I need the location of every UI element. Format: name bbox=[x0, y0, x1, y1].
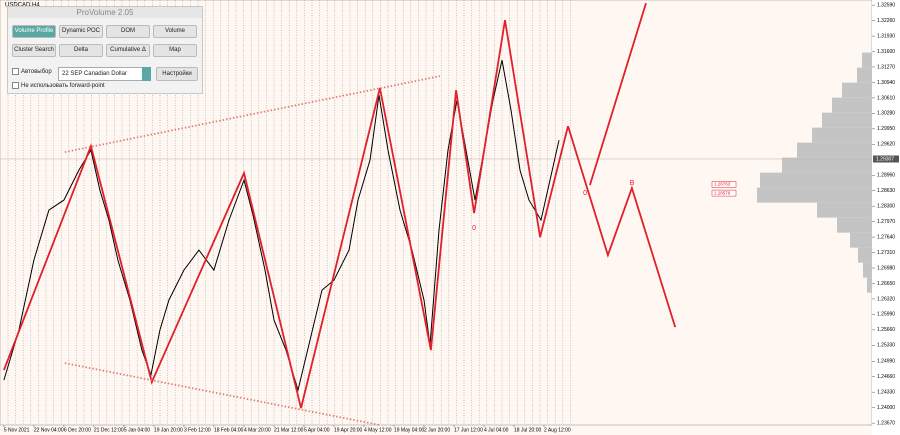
x-tick-label: 21 Mar 12:00 bbox=[274, 427, 304, 433]
volume-bar bbox=[822, 112, 872, 128]
panel-title: ProVolume 2.05 bbox=[8, 7, 202, 18]
x-tick-label: 19 Apr 20:00 bbox=[334, 427, 363, 433]
y-tick-label: 1.24990 bbox=[877, 359, 895, 365]
dropdown-arrow[interactable] bbox=[142, 67, 151, 81]
x-tick-label: 5 Nov 2021 bbox=[4, 427, 30, 433]
price-line bbox=[589, 2, 647, 186]
y-tick-label: 1.27970 bbox=[877, 219, 895, 225]
price-line bbox=[64, 75, 441, 153]
x-tick-label: 21 Dec 12:00 bbox=[94, 427, 124, 433]
level-label: 1.28579 bbox=[714, 190, 731, 195]
x-tick-label: 5 Apr 04:00 bbox=[304, 427, 330, 433]
y-tick-label: 1.26320 bbox=[877, 296, 895, 302]
level-box bbox=[711, 181, 737, 188]
y-tick-label: 1.31270 bbox=[877, 64, 895, 70]
y-tick-label: 1.31600 bbox=[877, 49, 895, 55]
forward-point-label: Не использовать forward-point bbox=[21, 83, 105, 90]
volume-bar bbox=[842, 82, 872, 98]
volume-bar bbox=[757, 187, 872, 203]
x-tick-label: 5 Jan 04:00 bbox=[124, 427, 150, 433]
volume-bar bbox=[797, 142, 872, 158]
current-price-box bbox=[873, 155, 899, 163]
panel-button[interactable]: Cluster Search bbox=[12, 44, 56, 57]
panel-button[interactable]: DOM bbox=[106, 25, 150, 38]
annotation: B bbox=[630, 180, 635, 187]
y-tick-label: 1.25990 bbox=[877, 312, 895, 318]
y-tick-label: 1.24660 bbox=[877, 374, 895, 380]
y-tick-label: 1.30280 bbox=[877, 111, 895, 117]
volume-bar bbox=[858, 247, 872, 263]
x-tick-label: 18 Jul 20:00 bbox=[514, 427, 541, 433]
volume-bar bbox=[832, 97, 872, 113]
y-tick-label: 1.32260 bbox=[877, 18, 895, 24]
volume-bar bbox=[837, 217, 872, 233]
annotation: 0 bbox=[472, 225, 476, 232]
x-tick-label: 17 Jun 12:00 bbox=[454, 427, 483, 433]
panel-button[interactable]: Delta bbox=[59, 44, 103, 57]
auto-select-label: Автовыбор bbox=[21, 69, 52, 76]
x-tick-label: 18 Feb 04:00 bbox=[214, 427, 244, 433]
y-tick-label: 1.24330 bbox=[877, 390, 895, 396]
provolume-panel: ProVolume 2.05 Автовыбор 22 SEP Canadian… bbox=[7, 6, 203, 94]
x-tick-label: 6 Dec 20:00 bbox=[64, 427, 91, 433]
forward-point[interactable]: Не использовать forward-point bbox=[12, 82, 105, 89]
volume-bar bbox=[760, 172, 872, 188]
panel-button[interactable]: Cumulative Δ bbox=[106, 44, 150, 57]
symbol: USDCAD,H4 bbox=[5, 3, 40, 9]
y-tick-label: 1.30610 bbox=[877, 95, 895, 101]
volume-bar bbox=[812, 127, 872, 143]
price-line bbox=[64, 362, 381, 426]
volume-bar bbox=[782, 157, 872, 173]
level-box bbox=[711, 189, 737, 197]
auto-select[interactable]: Автовыбор bbox=[12, 68, 52, 75]
panel-button[interactable]: Map bbox=[153, 44, 197, 57]
panel-button[interactable]: Volume Profile bbox=[12, 25, 56, 38]
y-tick-label: 1.28630 bbox=[877, 188, 895, 194]
x-tick-label: 19 May 04:00 bbox=[394, 427, 425, 433]
y-tick-label: 1.26650 bbox=[877, 281, 895, 287]
y-tick-label: 1.25660 bbox=[877, 327, 895, 333]
x-tick-label: 2 Aug 12:00 bbox=[544, 427, 571, 433]
x-tick-label: 4 Jul 04:00 bbox=[484, 427, 509, 433]
y-axis-bg bbox=[872, 0, 900, 435]
volume-bar bbox=[817, 202, 872, 218]
volume-bar bbox=[862, 52, 872, 68]
y-tick-label: 1.27640 bbox=[877, 234, 895, 240]
y-tick-label: 1.32590 bbox=[877, 2, 895, 8]
x-tick-label: 3 Feb 12:00 bbox=[184, 427, 211, 433]
y-tick-label: 1.28300 bbox=[877, 204, 895, 210]
panel-button[interactable]: Dynamic POC bbox=[59, 25, 103, 38]
y-tick-label: 1.29620 bbox=[877, 142, 895, 148]
x-tick-label: 22 Nov 04:00 bbox=[34, 427, 64, 433]
annotation: 0 bbox=[583, 190, 587, 197]
level-label: 1.28763 bbox=[714, 182, 731, 187]
y-tick-label: 1.23670 bbox=[877, 420, 895, 426]
y-tick-label: 1.29950 bbox=[877, 126, 895, 132]
volume-bar bbox=[850, 232, 872, 248]
x-tick-label: 4 May 12:00 bbox=[364, 427, 392, 433]
price-line bbox=[3, 19, 569, 409]
volume-bar bbox=[867, 277, 872, 293]
current-price-label: 1.29307 bbox=[876, 156, 894, 162]
volume-bar bbox=[857, 67, 872, 83]
x-tick-label: 19 Jan 20:00 bbox=[154, 427, 183, 433]
x-tick-label: 4 Mar 20:00 bbox=[244, 427, 271, 433]
y-tick-label: 1.27310 bbox=[877, 250, 895, 256]
price-line bbox=[567, 125, 677, 328]
y-tick-label: 1.28960 bbox=[877, 173, 895, 179]
x-tick-label: 2 Jun 20:00 bbox=[424, 427, 450, 433]
y-tick-label: 1.24000 bbox=[877, 405, 895, 411]
y-tick-label: 1.26980 bbox=[877, 265, 895, 271]
instrument-select[interactable]: 22 SEP Canadian Dollar bbox=[58, 67, 147, 81]
settings-button[interactable]: Настройки bbox=[156, 67, 198, 81]
volume-bar bbox=[863, 262, 872, 278]
y-tick-label: 1.31930 bbox=[877, 33, 895, 39]
panel-button[interactable]: Volume bbox=[153, 25, 197, 38]
y-tick-label: 1.30940 bbox=[877, 80, 895, 86]
y-tick-label: 1.25330 bbox=[877, 343, 895, 349]
